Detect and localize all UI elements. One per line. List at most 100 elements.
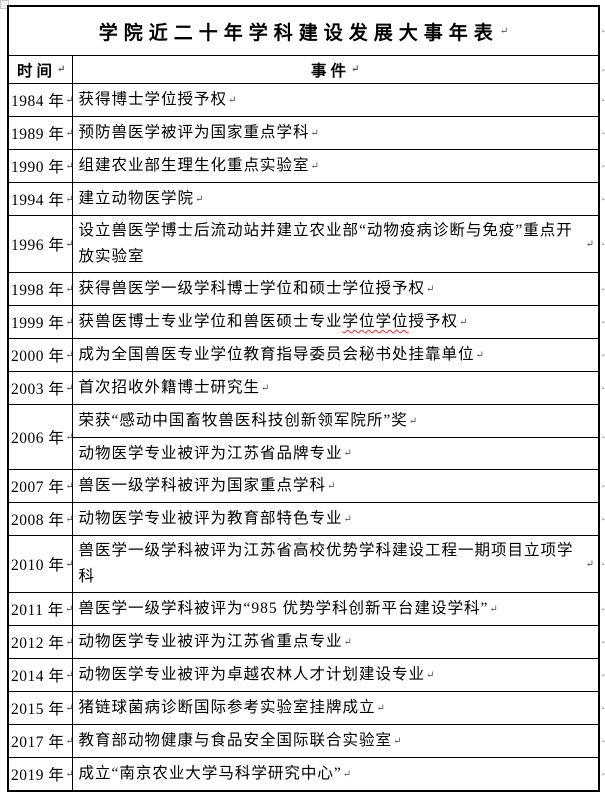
- event-cell: 成立“南京农业大学马科学研究中心” ↵: [73, 758, 599, 790]
- table-row: 1996 年 ↵ 设立兽医学博士后流动站并建立农业部“动物疫病诊断与免疫”重点开放实…: [9, 215, 605, 272]
- table-row: 2008 年 ↵ 动物医学专业被评为教育部特色专业 ↵ ↵: [9, 502, 605, 535]
- row-end-mark: ↵: [600, 25, 605, 36]
- row-end-mark: ↵: [600, 603, 605, 614]
- paragraph-mark-icon: ↵: [65, 513, 74, 525]
- table-row: 1989 年 ↵ 预防兽医学被评为国家重点学科 ↵ ↵: [9, 116, 605, 149]
- table-row: 1998 年 ↵ 获得兽医学一级学科博士学位和硕士学位授予权 ↵ ↵: [9, 272, 605, 305]
- table-row: 1994 年 ↵ 建立动物医学院 ↵ ↵: [9, 182, 605, 215]
- year-cell: 1999 年 ↵: [9, 306, 74, 338]
- event-cell: 获兽医博士专业学位和兽医硕士专业学位学位授予权 ↵: [73, 306, 599, 338]
- year-cell: 2015 年 ↵: [9, 692, 74, 724]
- event-cell: 兽医一级学科被评为国家重点学科 ↵: [73, 470, 599, 502]
- table-row: 2007 年 ↵ 兽医一级学科被评为国家重点学科 ↵ ↵: [9, 469, 605, 502]
- event-column-header: 事件: [311, 62, 351, 80]
- table-row: 2012 年 ↵ 动物医学专业被评为江苏省重点专业 ↵ ↵: [9, 625, 605, 658]
- year-cell: 2007 年 ↵: [9, 470, 74, 502]
- event-cell: 建立动物医学院 ↵: [73, 183, 599, 215]
- event-text: 教育部动物健康与食品安全国际联合实验室: [78, 732, 393, 749]
- year-label: 2006 年: [11, 430, 65, 447]
- paragraph-mark-icon: ↵: [65, 382, 74, 394]
- event-entry: 兽医学一级学科被评为“985 优势学科创新平台建设学科” ↵: [73, 593, 599, 625]
- year-cell: 2008 年 ↵: [9, 503, 74, 535]
- year-label: 2000 年: [11, 348, 65, 365]
- year-cell: 1998 年 ↵: [9, 273, 74, 305]
- year-cell: 2003 年 ↵: [9, 372, 74, 404]
- event-entry: 兽医学一级学科被评为江苏省高校优势学科建设工程一期项目立项学科 ↵: [73, 536, 599, 592]
- event-cell: 教育部动物健康与食品安全国际联合实验室 ↵: [73, 725, 599, 757]
- event-entry: 兽医一级学科被评为国家重点学科 ↵: [73, 470, 599, 502]
- year-cell: 1996 年 ↵: [9, 216, 74, 272]
- header-cell-time: 时间 ↵: [9, 56, 73, 83]
- table-row: 2011 年 ↵ 兽医学一级学科被评为“985 优势学科创新平台建设学科” ↵ ↵: [9, 592, 605, 625]
- event-text: 获得博士学位授予权: [78, 91, 228, 108]
- event-text: 动物医学专业被评为教育部特色专业: [78, 510, 343, 527]
- year-cell: 2014 年 ↵: [9, 659, 74, 691]
- event-entry: 荣获“感动中国畜牧兽医科技创新领军院所”奖 ↵: [73, 405, 599, 437]
- year-label: 2015 年: [11, 701, 65, 718]
- event-text: 兽医学一级学科被评为江苏省高校优势学科建设工程一期项目立项学科: [78, 542, 574, 585]
- row-end-mark: ↵: [600, 349, 605, 360]
- paragraph-mark-icon: ↵: [261, 382, 270, 394]
- year-label: 2019 年: [11, 767, 65, 784]
- row-end-mark: ↵: [600, 64, 605, 74]
- year-cell: 2010 年 ↵: [9, 536, 74, 592]
- event-entry: 预防兽医学被评为国家重点学科 ↵: [73, 117, 599, 149]
- year-cell: 2000 年 ↵: [9, 339, 74, 371]
- event-text: 动物医学专业被评为卓越农林人才计划建设专业: [78, 666, 426, 683]
- paragraph-mark-icon: ↵: [65, 238, 74, 250]
- table-row: 2017 年 ↵ 教育部动物健康与食品安全国际联合实验室 ↵ ↵: [9, 724, 605, 757]
- table-row: 2014 年 ↵ 动物医学专业被评为卓越农林人才计划建设专业 ↵ ↵: [9, 658, 605, 691]
- event-text: 获兽医博士专业学位和兽医硕士专业学位学位授予权: [78, 313, 459, 330]
- event-entry: 猪链球菌病诊断国际参考实验室挂牌成立 ↵: [73, 692, 599, 724]
- event-text: 建立动物医学院: [78, 190, 195, 207]
- year-cell: 2017 年 ↵: [9, 725, 74, 757]
- event-entry: 获得兽医学一级学科博士学位和硕士学位授予权 ↵: [73, 273, 599, 305]
- row-end-mark: ↵: [600, 702, 605, 713]
- event-text: 组建农业部生理生化重点实验室: [78, 157, 310, 174]
- event-entry: 组建农业部生理生化重点实验室 ↵: [73, 150, 599, 182]
- row-end-mark: ↵: [600, 193, 605, 204]
- year-cell: 1990 年 ↵: [9, 150, 74, 182]
- event-entry: 设立兽医学博士后流动站并建立农业部“动物疫病诊断与免疫”重点开放实验室 ↵: [73, 216, 599, 272]
- paragraph-mark-icon: ↵: [195, 193, 204, 205]
- event-cell: 获得博士学位授予权 ↵: [73, 84, 599, 116]
- table-row: 1984 年 ↵ 获得博士学位授予权 ↵ ↵: [9, 83, 605, 116]
- event-cell: 首次招收外籍博士研究生 ↵: [73, 372, 599, 404]
- paragraph-mark-icon: ↵: [351, 64, 360, 75]
- year-label: 1990 年: [11, 159, 65, 176]
- paragraph-mark-icon: ↵: [342, 768, 352, 780]
- year-cell: 1989 年 ↵: [9, 117, 74, 149]
- paragraph-mark-icon: ↵: [65, 193, 74, 205]
- paragraph-mark-icon: ↵: [65, 636, 74, 648]
- paragraph-mark-icon: ↵: [393, 735, 402, 747]
- row-end-mark: ↵: [600, 636, 605, 647]
- event-text: 荣获“感动中国畜牧兽医科技创新领军院所”奖: [78, 412, 408, 429]
- event-text: 获得兽医学一级学科博士学位和硕士学位授予权: [78, 280, 426, 297]
- paragraph-mark-icon: ↵: [65, 127, 74, 139]
- table-row: 2000 年 ↵ 成为全国兽医专业学位教育指导委员会秘书处挂靠单位 ↵ ↵: [9, 338, 605, 371]
- event-entry: 动物医学专业被评为卓越农林人才计划建设专业 ↵: [73, 659, 599, 691]
- table-body: 1984 年 ↵ 获得博士学位授予权 ↵ ↵ 1989 年 ↵ 预防兽医学被评为国家重点学科 ↵…: [9, 83, 605, 790]
- event-cell: 成为全国兽医专业学位教育指导委员会秘书处挂靠单位 ↵: [73, 339, 599, 371]
- event-cell: 荣获“感动中国畜牧兽医科技创新领军院所”奖 ↵ 动物医学专业被评为江苏省品牌专业 ↵: [72, 405, 599, 469]
- event-entry: 成立“南京农业大学马科学研究中心” ↵: [73, 758, 599, 790]
- row-end-mark: ↵: [600, 669, 605, 680]
- paragraph-mark-icon: ↵: [426, 283, 435, 295]
- event-entry: 成为全国兽医专业学位教育指导委员会秘书处挂靠单位 ↵: [73, 339, 599, 371]
- table-move-handle[interactable]: [0, 0, 9, 9]
- year-label: 2017 年: [11, 734, 65, 751]
- year-label: 2007 年: [11, 479, 65, 496]
- table-row: 1999 年 ↵ 获兽医博士专业学位和兽医硕士专业学位学位授予权 ↵ ↵: [9, 305, 605, 338]
- event-cell: 获得兽医学一级学科博士学位和硕士学位授予权 ↵: [73, 273, 599, 305]
- paragraph-mark-icon: ↵: [499, 25, 509, 37]
- spellcheck-underlined-text: 学位学位: [342, 313, 409, 330]
- year-label: 2014 年: [11, 668, 65, 685]
- year-label: 2012 年: [11, 635, 65, 652]
- header-cell-event: 事件 ↵: [73, 56, 599, 83]
- paragraph-mark-icon: ↵: [65, 669, 74, 681]
- event-entry: 教育部动物健康与食品安全国际联合实验室 ↵: [73, 725, 599, 757]
- table-row: 1990 年 ↵ 组建农业部生理生化重点实验室 ↵ ↵: [9, 149, 605, 182]
- row-end-mark: ↵: [600, 238, 605, 249]
- event-cell: 动物医学专业被评为卓越农林人才计划建设专业 ↵: [73, 659, 599, 691]
- row-end-mark: ↵: [600, 283, 605, 294]
